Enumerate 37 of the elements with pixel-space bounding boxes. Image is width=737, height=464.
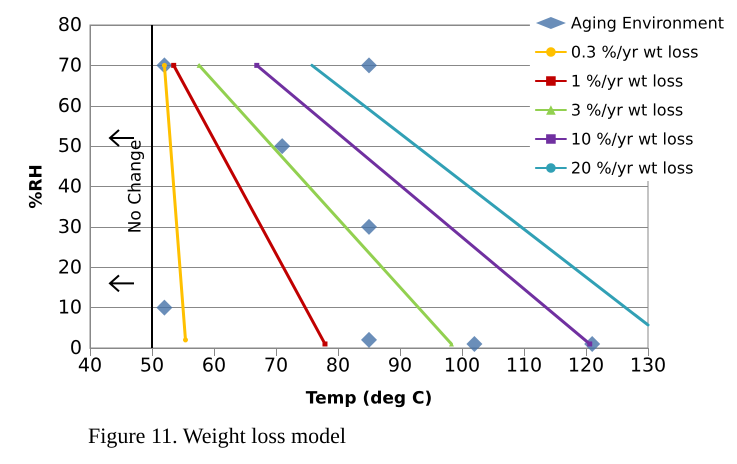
x-tick-label: 70 xyxy=(264,354,288,376)
y-tick-label: 10 xyxy=(58,296,82,319)
x-tick-label: 130 xyxy=(630,354,666,376)
ref-line-label: No Change xyxy=(126,140,146,234)
y-tick-label: 70 xyxy=(58,54,82,76)
legend-label: 20 %/yr wt loss xyxy=(570,158,694,178)
y-tick-label: 80 xyxy=(58,14,82,36)
y-tick-label: 20 xyxy=(58,256,82,278)
point xyxy=(361,57,377,74)
x-axis-title: Temp (deg C) xyxy=(306,388,432,408)
point xyxy=(254,62,260,68)
point xyxy=(171,62,176,68)
x-tick-label: 120 xyxy=(568,354,604,376)
y-tick-label: 40 xyxy=(58,176,82,198)
legend-label: 0.3 %/yr wt loss xyxy=(570,42,699,62)
point xyxy=(322,341,328,346)
point xyxy=(361,332,377,348)
point xyxy=(156,300,172,316)
x-tick-label: 100 xyxy=(444,354,480,376)
point xyxy=(274,138,290,154)
legend-label: Aging Environment xyxy=(570,14,724,32)
y-tick-label: 50 xyxy=(58,135,82,158)
point xyxy=(361,218,377,235)
legend-label: 10 %/yr wt loss xyxy=(570,130,694,148)
legend-label: 3 %/yr wt loss xyxy=(570,100,684,120)
y-tick-label: 60 xyxy=(58,94,82,117)
caption: Figure 11. Weight loss model xyxy=(88,423,346,449)
y-tick-label: 30 xyxy=(58,216,82,238)
x-tick-label: 80 xyxy=(326,354,350,376)
x-tick-label: 60 xyxy=(202,354,226,376)
point xyxy=(182,337,188,342)
y-axis-title: %RH xyxy=(26,164,46,209)
x-tick-label: 110 xyxy=(506,354,542,376)
legend-label: 1 %/yr wt loss xyxy=(570,72,684,90)
x-tick-label: 50 xyxy=(140,354,164,376)
point xyxy=(466,336,482,352)
x-tick-label: 90 xyxy=(388,354,412,376)
